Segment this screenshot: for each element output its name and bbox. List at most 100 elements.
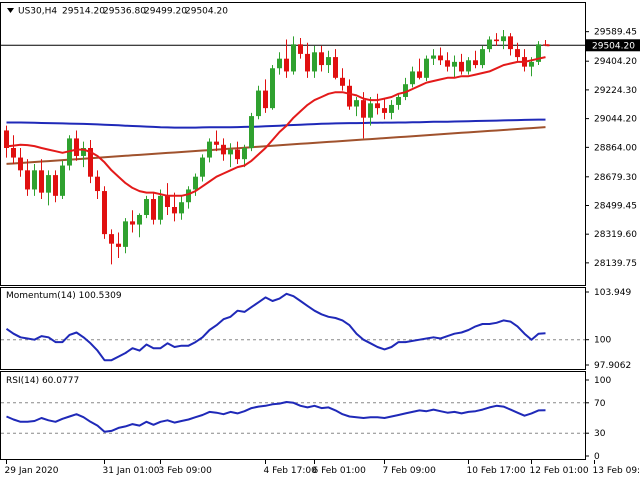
- candle-body: [424, 59, 429, 78]
- candle-body: [172, 207, 177, 213]
- price-axis: 29589.4529404.2029224.3029044.2028864.00…: [585, 28, 640, 269]
- candle-body: [214, 142, 219, 145]
- candle-body: [515, 49, 520, 57]
- rsi-tick-label: 30: [594, 429, 606, 439]
- candle-body: [438, 55, 443, 60]
- rsi-label: RSI(14) 60.0777: [6, 376, 79, 386]
- price-tick-label: 29589.45: [594, 28, 637, 38]
- candle-body: [116, 244, 121, 247]
- candle-body: [361, 100, 366, 118]
- candle-body: [228, 150, 233, 155]
- candle-body: [508, 36, 513, 49]
- time-tick-label: 3 Feb 09:00: [159, 466, 213, 476]
- candle-body: [123, 221, 128, 247]
- candle-body: [151, 199, 156, 220]
- candle-body: [207, 142, 212, 158]
- ohlc-low: 29499.20: [144, 7, 187, 17]
- rsi-tick-label: 70: [594, 399, 606, 409]
- candle-body: [46, 175, 51, 193]
- candle-body: [186, 189, 191, 202]
- time-tick-label: 29 Jan 2020: [5, 466, 59, 476]
- candle-body: [382, 108, 387, 113]
- candle-body: [256, 91, 261, 117]
- candle: [536, 41, 541, 65]
- candle: [424, 55, 429, 81]
- candle: [480, 46, 485, 68]
- candle-body: [487, 40, 492, 50]
- price-tick-label: 29404.20: [594, 57, 637, 67]
- candle-body: [389, 105, 394, 113]
- candle-body: [445, 60, 450, 66]
- candle-body: [53, 175, 58, 196]
- candle-body: [431, 55, 436, 58]
- current-price-tag-label: 29504.20: [592, 41, 635, 51]
- price-tick-label: 28499.45: [594, 201, 637, 211]
- candle-body: [200, 158, 205, 177]
- candle-body: [18, 158, 23, 171]
- candle: [270, 65, 275, 110]
- time-tick-label: 6 Feb 01:00: [313, 466, 367, 476]
- momentum-label: Momentum(14) 100.5309: [6, 291, 122, 301]
- candle-body: [396, 97, 401, 105]
- candle-body: [298, 44, 303, 54]
- candle-body: [277, 59, 282, 69]
- candle-body: [249, 116, 254, 148]
- candle-body: [326, 57, 331, 65]
- candle-body: [137, 215, 142, 225]
- candle-body: [368, 103, 373, 117]
- price-tick-label: 28139.75: [594, 259, 637, 269]
- momentum-tick-label: 97.9062: [594, 361, 631, 371]
- candle-body: [312, 52, 317, 71]
- ohlc-open: 29514.20: [62, 7, 105, 17]
- candle-body: [494, 40, 499, 42]
- candle-body: [284, 59, 289, 72]
- candle: [256, 86, 261, 119]
- candle-body: [144, 199, 149, 215]
- price-tick-label: 29224.30: [594, 86, 637, 96]
- candle-body: [60, 166, 65, 196]
- candle-body: [179, 202, 184, 213]
- symbol-header: US30,H4: [18, 7, 57, 17]
- candle-body: [270, 68, 275, 108]
- price-tick-label: 28319.60: [594, 230, 637, 240]
- candle-body: [347, 86, 352, 107]
- candle-body: [158, 196, 163, 220]
- candle-body: [466, 60, 471, 71]
- momentum-tick-label: 103.949: [594, 288, 631, 298]
- candle-body: [459, 62, 464, 72]
- candle-body: [242, 148, 247, 159]
- price-tick-label: 29044.20: [594, 115, 637, 125]
- time-tick-label: 10 Feb 17:00: [467, 466, 526, 476]
- candle-body: [319, 52, 324, 65]
- price-tick-label: 28679.30: [594, 173, 637, 183]
- candle-body: [501, 36, 506, 41]
- candle-body: [74, 138, 79, 156]
- candle-body: [263, 91, 268, 109]
- time-tick-label: 7 Feb 09:00: [383, 466, 437, 476]
- candle-body: [25, 170, 30, 189]
- time-tick-label: 13 Feb 09:00: [593, 466, 640, 476]
- candle: [144, 196, 149, 218]
- candle-body: [95, 177, 100, 191]
- candle-body: [32, 170, 37, 189]
- candle-body: [529, 62, 534, 67]
- candle-body: [221, 145, 226, 155]
- candle-body: [102, 191, 107, 234]
- candle: [249, 113, 254, 151]
- candle-body: [417, 71, 422, 77]
- candle-body: [165, 196, 170, 207]
- candle-body: [193, 177, 198, 190]
- candle-body: [410, 71, 415, 84]
- time-tick-label: 12 Feb 01:00: [530, 466, 589, 476]
- candle-body: [354, 100, 359, 106]
- candle-body: [235, 150, 240, 160]
- candle: [60, 161, 65, 199]
- candle-body: [291, 44, 296, 71]
- candle-body: [473, 60, 478, 65]
- candle-body: [452, 62, 457, 67]
